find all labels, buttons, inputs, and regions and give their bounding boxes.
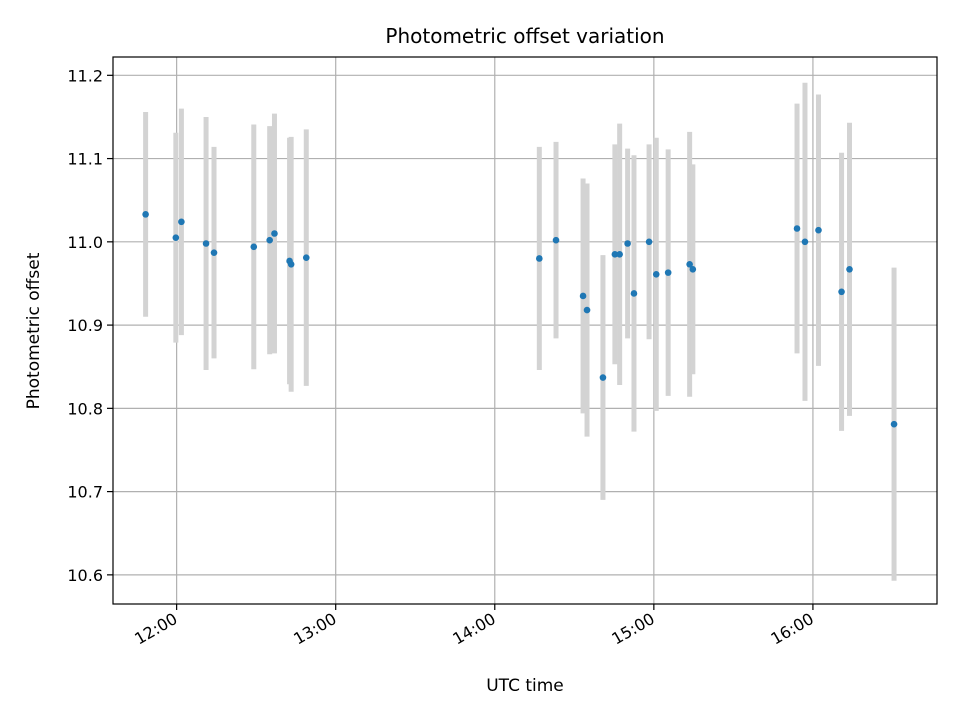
x-axis-title: UTC time bbox=[486, 676, 564, 696]
data-point bbox=[250, 243, 258, 251]
data-point bbox=[645, 238, 653, 246]
data-point bbox=[815, 226, 822, 234]
data-point bbox=[838, 288, 845, 296]
data-point bbox=[793, 225, 801, 232]
data-point bbox=[536, 255, 543, 262]
plot-frame bbox=[112, 56, 938, 605]
data-point bbox=[266, 236, 273, 244]
y-tick-label: 11.1 bbox=[67, 150, 103, 169]
data-point bbox=[611, 251, 619, 258]
y-tick-label: 10.7 bbox=[67, 483, 103, 502]
data-point bbox=[142, 211, 149, 218]
data-point bbox=[271, 230, 278, 237]
data-point bbox=[302, 254, 310, 261]
data-point bbox=[287, 261, 295, 268]
data-point bbox=[616, 251, 623, 258]
data-point bbox=[552, 236, 560, 244]
point-layer bbox=[142, 211, 898, 428]
data-point bbox=[624, 240, 631, 247]
y-tick-label: 11.0 bbox=[67, 233, 103, 252]
data-point bbox=[652, 271, 660, 278]
y-tick-label: 10.6 bbox=[67, 566, 103, 585]
data-point bbox=[210, 249, 218, 256]
y-tick-label: 10.9 bbox=[67, 316, 103, 335]
data-point bbox=[686, 261, 693, 268]
y-tick-label: 11.2 bbox=[67, 66, 103, 85]
data-point bbox=[172, 234, 180, 241]
data-point bbox=[890, 420, 898, 428]
data-point bbox=[846, 266, 853, 273]
data-point bbox=[599, 374, 607, 381]
data-point bbox=[579, 292, 587, 300]
y-axis-title: Photometric offset bbox=[24, 252, 44, 409]
chart-title: Photometric offset variation bbox=[385, 24, 664, 48]
data-point bbox=[630, 290, 638, 297]
data-point bbox=[689, 266, 697, 273]
data-point bbox=[178, 218, 185, 226]
data-point bbox=[801, 238, 809, 246]
data-point bbox=[202, 240, 210, 247]
data-point bbox=[583, 306, 591, 314]
y-tick-label: 10.8 bbox=[67, 399, 103, 418]
data-point bbox=[664, 269, 672, 276]
